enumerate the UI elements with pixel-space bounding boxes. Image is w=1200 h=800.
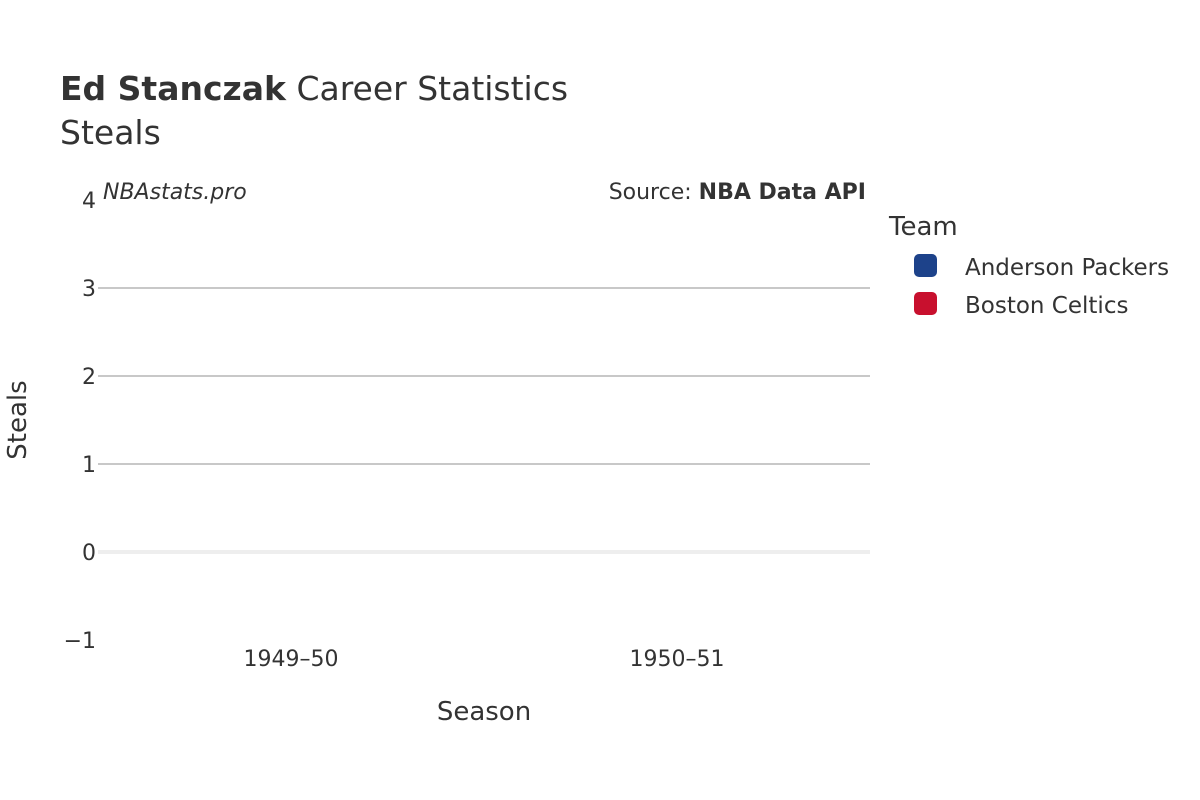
y-tick-label: 0 bbox=[82, 541, 96, 566]
y-tick-label: −1 bbox=[64, 629, 96, 654]
title-suffix: Career Statistics bbox=[286, 69, 568, 108]
source-prefix: Source: bbox=[609, 180, 699, 205]
source-name: NBA Data API bbox=[699, 180, 866, 205]
legend-swatch-boston-celtics bbox=[914, 292, 937, 315]
y-tick-label: 2 bbox=[82, 365, 96, 390]
legend[interactable]: Team Anderson Packers Boston Celtics bbox=[888, 212, 1169, 319]
x-axis-title: Season bbox=[437, 697, 531, 727]
legend-item-boston-celtics[interactable]: Boston Celtics bbox=[914, 292, 1128, 319]
y-tick-label: 3 bbox=[82, 277, 96, 302]
chart-subtitle: Steals bbox=[60, 113, 161, 152]
legend-label-anderson-packers: Anderson Packers bbox=[965, 255, 1169, 281]
player-name: Ed Stanczak bbox=[60, 69, 287, 108]
x-tick-label: 1950–51 bbox=[630, 647, 725, 672]
gridlines bbox=[98, 287, 870, 554]
legend-item-anderson-packers[interactable]: Anderson Packers bbox=[914, 254, 1169, 281]
x-tick-labels: 1949–50 1950–51 bbox=[244, 647, 725, 672]
watermark: NBAstats.pro bbox=[103, 180, 247, 205]
legend-title: Team bbox=[888, 212, 958, 242]
legend-swatch-anderson-packers bbox=[914, 254, 937, 277]
y-tick-labels: −1 0 1 2 3 4 bbox=[64, 189, 96, 654]
y-tick-label: 1 bbox=[82, 453, 96, 478]
y-tick-label: 4 bbox=[82, 189, 96, 214]
source-credit: Source: NBA Data API bbox=[609, 180, 866, 205]
legend-label-boston-celtics: Boston Celtics bbox=[965, 293, 1128, 319]
chart-title: Ed Stanczak Career Statistics bbox=[60, 69, 568, 108]
y-axis-title: Steals bbox=[3, 380, 33, 459]
x-tick-label: 1949–50 bbox=[244, 647, 339, 672]
